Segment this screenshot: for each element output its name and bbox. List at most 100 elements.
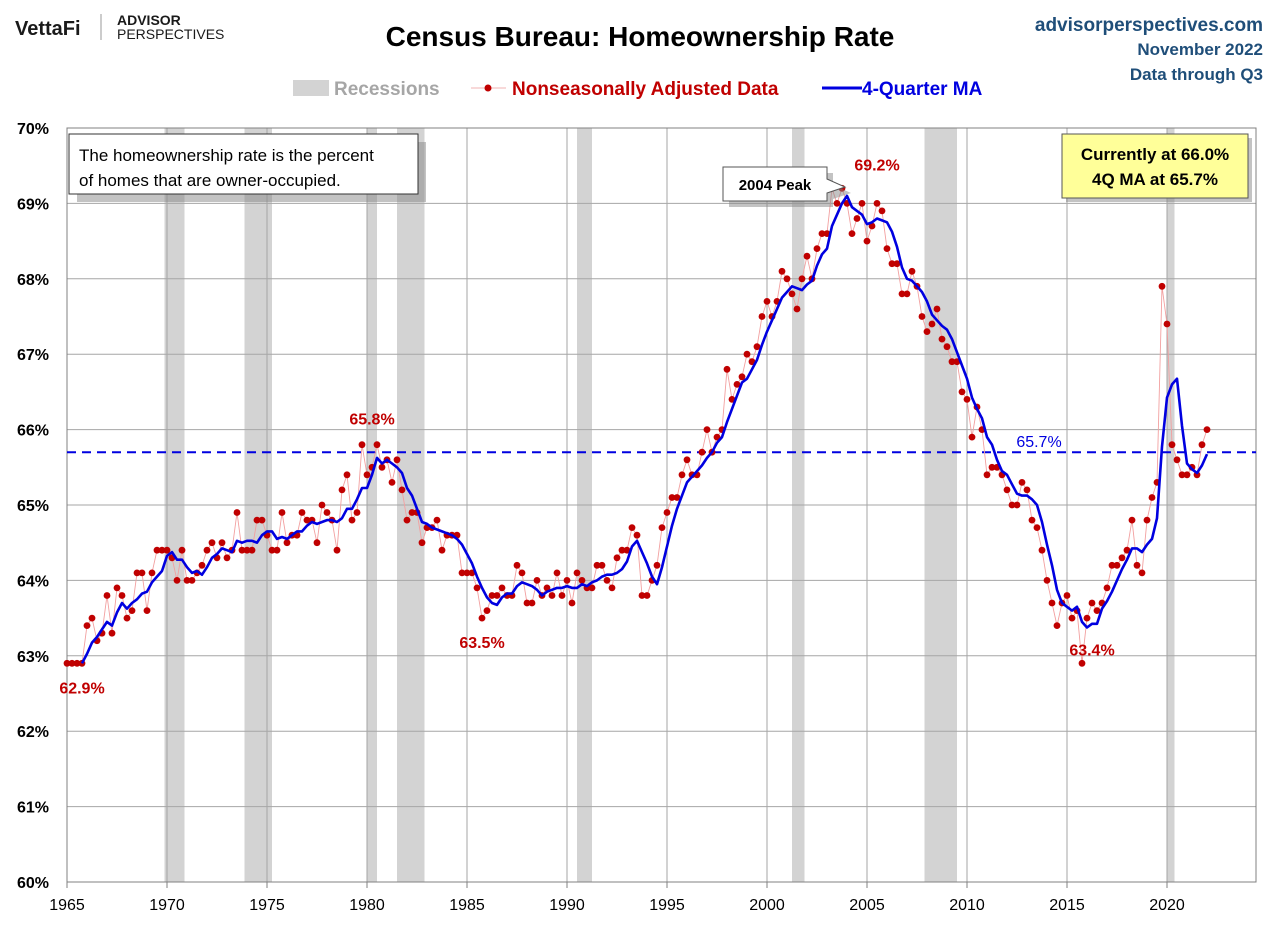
nsa-point (178, 546, 186, 554)
nsa-point (958, 388, 966, 396)
nsa-point (268, 546, 276, 554)
data-through: Data through Q3 (1130, 65, 1263, 84)
nsa-point (633, 531, 641, 539)
nsa-point (738, 373, 746, 381)
nsa-point (458, 569, 466, 577)
advisor-logo-line2: PERSPECTIVES (117, 26, 224, 42)
nsa-point (303, 516, 311, 524)
nsa-point (483, 607, 491, 614)
nsa-point (273, 546, 281, 554)
y-tick-label: 68% (17, 272, 49, 289)
header-left: VettaFi ADVISOR PERSPECTIVES (15, 12, 224, 42)
nsa-point (653, 561, 661, 569)
nsa-point (568, 599, 576, 607)
nsa-point (698, 448, 706, 456)
nsa-point (1033, 524, 1041, 531)
nsa-point (108, 629, 116, 637)
nsa-point (733, 381, 741, 388)
nsa-point (933, 305, 941, 313)
nsa-point (223, 554, 231, 562)
nsa-point (1138, 569, 1146, 577)
nsa-point (343, 471, 351, 479)
x-tick-label: 2005 (849, 897, 885, 914)
nsa-point (548, 592, 556, 599)
nsa-point (988, 463, 996, 471)
nsa-point (863, 237, 871, 245)
nsa-point (388, 479, 396, 486)
nsa-point (1203, 426, 1211, 433)
nsa-point (408, 509, 416, 516)
nsa-point (1088, 599, 1096, 607)
legend-ma-label: 4-Quarter MA (862, 79, 983, 100)
nsa-point (578, 577, 586, 584)
nsa-point (243, 546, 251, 554)
nsa-point (1143, 516, 1151, 524)
nsa-point (703, 426, 711, 433)
nsa-point (923, 328, 931, 335)
y-tick-label: 70% (17, 121, 49, 138)
site-url: advisorperspectives.com (1035, 15, 1263, 36)
nsa-point (153, 546, 161, 554)
nsa-point (948, 358, 956, 366)
nsa-point (1103, 584, 1111, 592)
nsa-point (1038, 546, 1046, 554)
nsa-point (488, 592, 496, 599)
y-axis: 60% 61% 62% 63% 64% 65% 66% 67% 68% 69% 70% (17, 121, 49, 892)
annotation-label: 63.4% (1069, 643, 1114, 660)
x-tick-label: 1985 (449, 897, 485, 914)
current-values-frame (1061, 133, 1249, 199)
nsa-point (398, 486, 406, 494)
reference-line-label: 65.7% (1016, 434, 1061, 451)
nsa-point (963, 396, 971, 403)
annotation-label: 65.8% (349, 412, 394, 429)
nsa-point (1093, 607, 1101, 614)
nsa-point (313, 539, 321, 547)
x-tick-label: 2000 (749, 897, 785, 914)
nsa-point (298, 509, 306, 516)
nsa-point (373, 441, 381, 449)
nsa-point (1178, 471, 1186, 479)
x-tick-label: 1995 (649, 897, 685, 914)
nsa-point (573, 569, 581, 577)
nsa-point (1023, 486, 1031, 494)
y-tick-label: 61% (17, 800, 49, 817)
nsa-point (183, 577, 191, 584)
nsa-point (1198, 441, 1206, 449)
nsa-point (783, 275, 791, 283)
nsa-point (898, 290, 906, 298)
nsa-point (853, 215, 861, 222)
nsa-point (723, 365, 731, 373)
nsa-point (658, 524, 666, 531)
nsa-point (348, 516, 356, 524)
nsa-point (1053, 622, 1061, 629)
nsa-point (528, 599, 536, 607)
legend-nsa-marker (484, 84, 492, 92)
nsa-point (363, 471, 371, 479)
vettafi-logo: VettaFi (15, 18, 81, 40)
nsa-point (943, 343, 951, 351)
nsa-point (968, 433, 976, 441)
nsa-point (908, 267, 916, 275)
nsa-point (743, 350, 751, 358)
nsa-point (683, 456, 691, 464)
x-axis: 1965 1970 1975 1980 1985 1990 1995 2000 2005 2010… (49, 882, 1185, 914)
nsa-point (333, 546, 341, 554)
y-tick-label: 69% (17, 196, 49, 213)
y-tick-label: 67% (17, 347, 49, 364)
nsa-point (393, 456, 401, 464)
nsa-point (338, 486, 346, 494)
nsa-point (378, 463, 386, 471)
nsa-point (1043, 577, 1051, 584)
advisor-logo-line1: ADVISOR (117, 12, 181, 28)
nsa-point (218, 539, 226, 547)
nsa-point (158, 546, 166, 554)
nsa-point (1083, 614, 1091, 622)
nsa-point (1123, 546, 1131, 554)
nsa-point (138, 569, 146, 577)
x-tick-label: 2020 (1149, 897, 1185, 914)
current-ma-text: 4Q MA at 65.7% (1092, 170, 1218, 189)
nsa-point (1168, 441, 1176, 449)
plot-border (66, 127, 1257, 883)
nsa-point (358, 441, 366, 449)
nsa-point (1173, 456, 1181, 464)
